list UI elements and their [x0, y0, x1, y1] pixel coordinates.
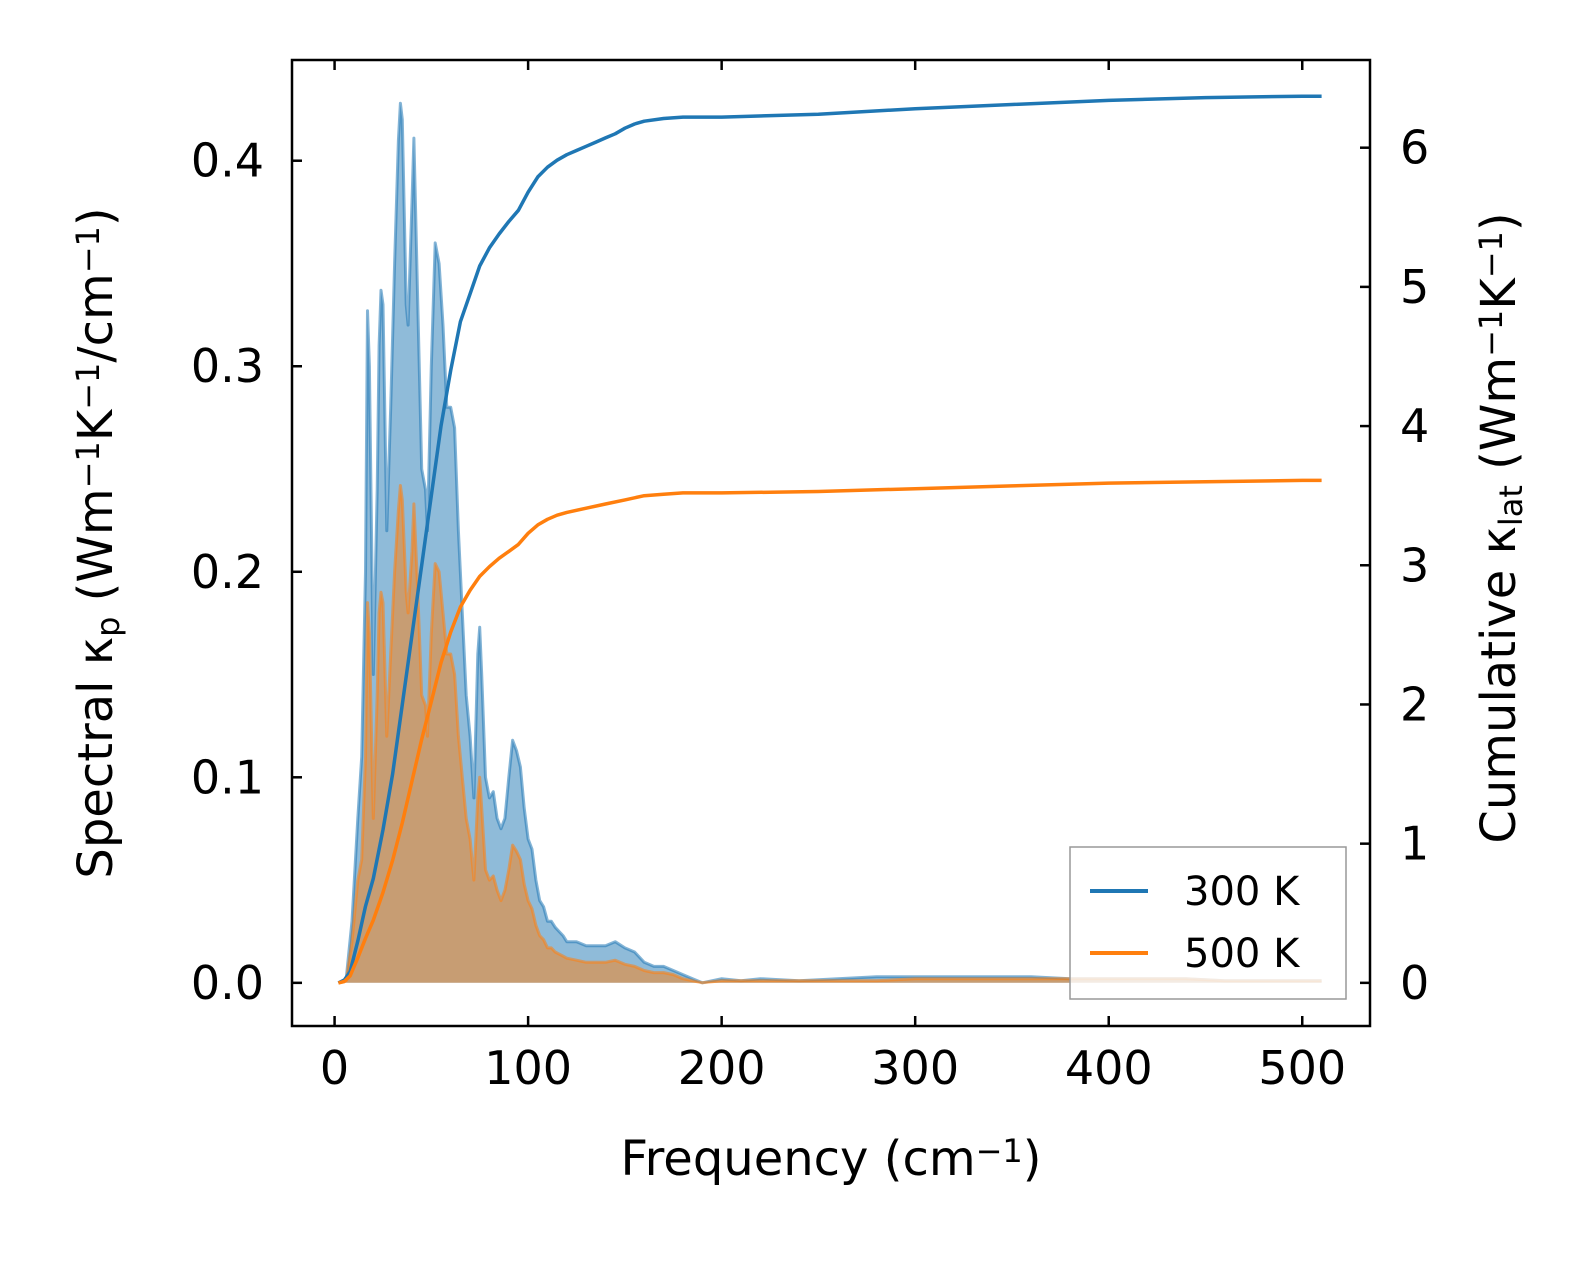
- label-part: /cm: [68, 273, 124, 362]
- label-part: ): [1471, 212, 1527, 231]
- y-left-tick-label: 0.0: [191, 956, 264, 1010]
- label-part: −1: [69, 441, 107, 488]
- y-right-tick-label: 5: [1400, 260, 1429, 314]
- label-part: (Wm: [68, 488, 124, 616]
- cumulative-line-300k: [337, 94, 1322, 985]
- y-right-tick-label: 4: [1400, 399, 1429, 453]
- legend-label: 300 K: [1184, 869, 1301, 915]
- label-part: −1: [69, 226, 107, 273]
- x-tick-label: 300: [871, 1041, 959, 1095]
- label-part: Cumulative κ: [1471, 526, 1527, 844]
- label-part: −1: [1472, 310, 1510, 357]
- y-left-axis-label: Spectral κp (Wm−1K−1/cm−1): [68, 207, 127, 878]
- y-right-tick-label: 6: [1400, 121, 1429, 175]
- y-left-tick-label: 0.4: [191, 134, 264, 188]
- label-part: K: [68, 408, 124, 441]
- plot-area: [337, 94, 1322, 985]
- axes-frame: [290, 58, 1372, 1028]
- label-part: Frequency (cm: [620, 1131, 975, 1187]
- x-tick-label: 200: [678, 1041, 766, 1095]
- spectral-line-500k: [338, 484, 1322, 985]
- y-left-tick-label: 0.2: [191, 545, 264, 599]
- label-part: ): [1023, 1131, 1042, 1187]
- label-part: ): [68, 207, 124, 226]
- label-part: Spectral κ: [68, 637, 124, 879]
- y-right-tick-label: 2: [1400, 677, 1429, 731]
- spectral-fill-500k: [338, 485, 1322, 983]
- x-tick-label: 500: [1258, 1041, 1346, 1095]
- label-part: −1: [69, 363, 107, 410]
- x-tick-label: 100: [484, 1041, 572, 1095]
- y-right-tick-label: 0: [1400, 956, 1429, 1010]
- cumulative-line-500k: [337, 478, 1322, 985]
- y-right-axis-label: Cumulative κlat (Wm−1K−1): [1471, 212, 1530, 843]
- y-left-tick-label: 0.1: [191, 750, 264, 804]
- x-tick-label: 400: [1065, 1041, 1153, 1095]
- x-tick-label: 0: [320, 1041, 349, 1095]
- label-part: −1: [1472, 231, 1510, 278]
- y-right-tick-label: 3: [1400, 538, 1429, 592]
- label-part: −1: [976, 1132, 1023, 1170]
- legend: 300 K 500 K: [1069, 846, 1347, 1000]
- y-left-tick-label: 0.3: [191, 339, 264, 393]
- label-part: K: [1471, 277, 1527, 310]
- label-part: lat: [1492, 485, 1530, 526]
- axes: [290, 58, 1372, 1028]
- legend-box: [1069, 846, 1347, 1000]
- x-axis-label: Frequency (cm−1): [620, 1131, 1041, 1187]
- axis-labels: 0 100 200 300 400 500 0.0 0.1 0.2 0.3 0.4 0 1 2 3 4 5 6 Fr…: [68, 121, 1530, 1187]
- label-part: p: [89, 617, 127, 637]
- label-part: (Wm: [1471, 357, 1527, 485]
- y-right-tick-label: 1: [1400, 817, 1429, 871]
- legend-label: 500 K: [1184, 931, 1301, 977]
